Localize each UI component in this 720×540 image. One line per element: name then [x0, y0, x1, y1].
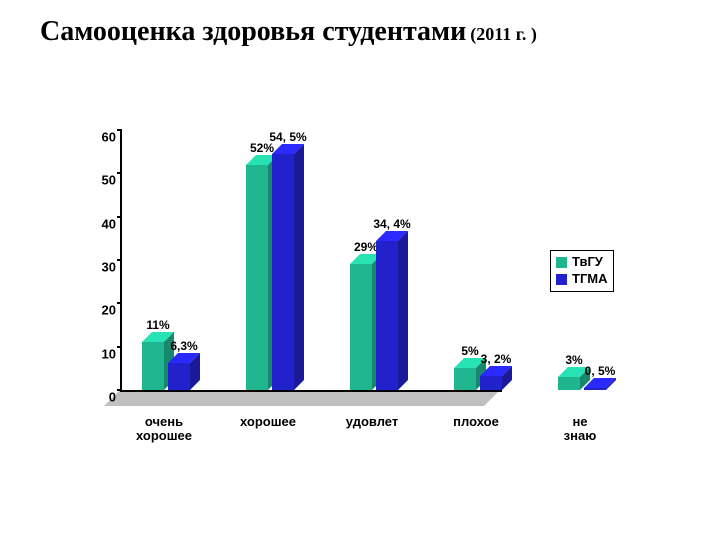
y-tick-mark	[117, 216, 122, 218]
legend-swatch	[556, 274, 567, 285]
page-title: Самооценка здоровья студентами (2011 г. …	[40, 16, 680, 48]
y-tick-mark	[117, 346, 122, 348]
bar	[480, 376, 502, 390]
bar	[168, 363, 190, 390]
data-label: 11%	[146, 318, 169, 332]
x-tick-label: не знаю	[564, 415, 597, 444]
data-label: 3%	[565, 353, 582, 367]
title-main: Самооценка здоровья студентами	[40, 16, 466, 47]
y-tick-label: 0	[109, 390, 116, 405]
bar	[376, 241, 398, 390]
x-tick-label: удовлет	[346, 415, 398, 429]
y-tick-mark	[117, 302, 122, 304]
y-tick-label: 20	[102, 303, 116, 318]
y-tick-mark	[117, 129, 122, 131]
data-label: 3, 2%	[481, 352, 512, 366]
y-tick-label: 10	[102, 346, 116, 361]
data-label: 29%	[354, 240, 378, 254]
bar	[584, 388, 606, 390]
y-tick-label: 60	[102, 130, 116, 145]
legend-item: ТГМА	[556, 271, 608, 288]
y-tick-label: 50	[102, 173, 116, 188]
bar	[454, 368, 476, 390]
bar	[558, 377, 580, 390]
y-tick-mark	[117, 389, 122, 391]
legend-item: ТвГУ	[556, 254, 608, 271]
bar	[272, 154, 294, 390]
data-label: 54, 5%	[269, 130, 306, 144]
y-tick-label: 30	[102, 260, 116, 275]
legend-label: ТГМА	[572, 271, 608, 288]
y-tick-label: 40	[102, 216, 116, 231]
bar	[142, 342, 164, 390]
chart-floor	[104, 390, 500, 406]
y-tick-mark	[117, 259, 122, 261]
x-tick-label: хорошее	[240, 415, 296, 429]
legend: ТвГУ ТГМА	[550, 250, 614, 292]
y-tick-mark	[117, 172, 122, 174]
slide: Самооценка здоровья студентами (2011 г. …	[0, 0, 720, 540]
bar-chart: 010203040506011%6,3%52%54, 5%29%34, 4%5%…	[80, 130, 520, 430]
title-sub: (2011 г. )	[470, 24, 537, 44]
data-label: 6,3%	[170, 339, 197, 353]
data-label: 5%	[461, 344, 478, 358]
bar	[246, 165, 268, 390]
legend-swatch	[556, 257, 567, 268]
data-label: 0, 5%	[585, 364, 616, 378]
x-tick-label: плохое	[453, 415, 499, 429]
plot-area: 010203040506011%6,3%52%54, 5%29%34, 4%5%…	[120, 130, 502, 392]
bar	[350, 264, 372, 390]
data-label: 34, 4%	[373, 217, 410, 231]
legend-label: ТвГУ	[572, 254, 603, 271]
x-tick-label: очень хорошее	[136, 415, 192, 444]
